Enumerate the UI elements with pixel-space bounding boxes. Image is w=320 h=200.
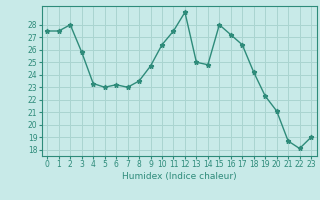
X-axis label: Humidex (Indice chaleur): Humidex (Indice chaleur) bbox=[122, 172, 236, 181]
